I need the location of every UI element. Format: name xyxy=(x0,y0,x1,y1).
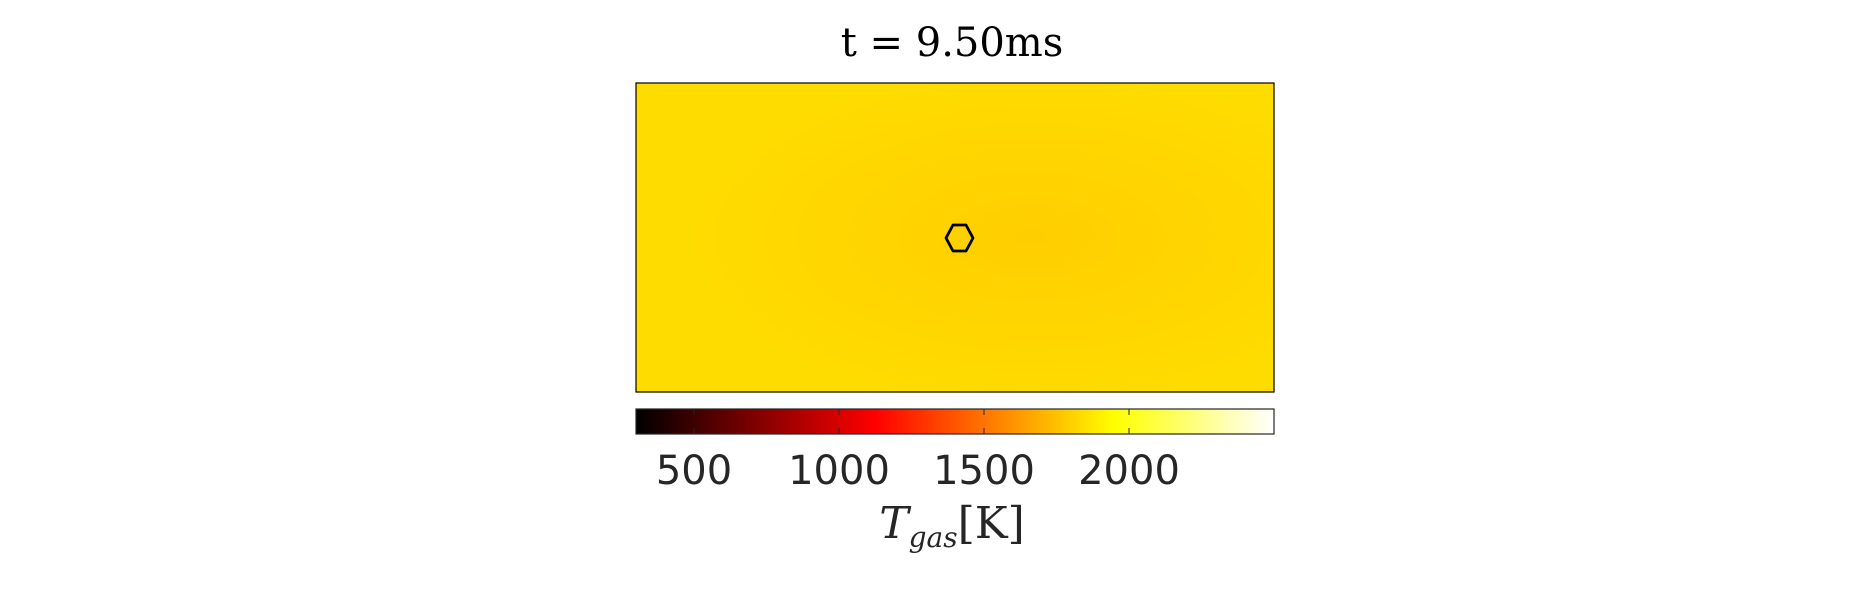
plot-frame xyxy=(635,82,1275,393)
flame-contour xyxy=(944,223,975,253)
colorbar-tick-label-1500: 1500 xyxy=(933,448,1035,494)
temperature-field xyxy=(636,83,1274,392)
colorbar-label-main: T xyxy=(879,498,912,549)
colorbar-label: Tgas[K] xyxy=(879,498,1025,554)
colorbar-ticks: 500 1000 1500 2000 xyxy=(656,409,1180,494)
colorbar-frame xyxy=(635,408,1275,435)
colorbar-tick-label-2000: 2000 xyxy=(1078,448,1180,494)
plot-area xyxy=(635,82,1275,393)
colorbar: 500 1000 1500 2000 Tgas[K] xyxy=(635,408,1275,554)
colorbar-label-unit: [K] xyxy=(958,498,1025,549)
colorbar-gradient xyxy=(636,409,1274,434)
colorbar-tick-label-500: 500 xyxy=(656,448,732,494)
chart-title: t = 9.50ms xyxy=(841,20,1064,66)
colorbar-tick-label-1000: 1000 xyxy=(788,448,890,494)
colorbar-label-sub: gas xyxy=(909,521,958,554)
